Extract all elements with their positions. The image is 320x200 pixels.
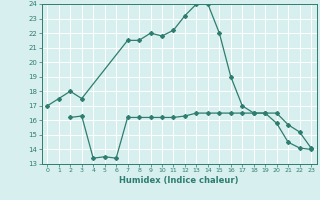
X-axis label: Humidex (Indice chaleur): Humidex (Indice chaleur) — [119, 176, 239, 185]
